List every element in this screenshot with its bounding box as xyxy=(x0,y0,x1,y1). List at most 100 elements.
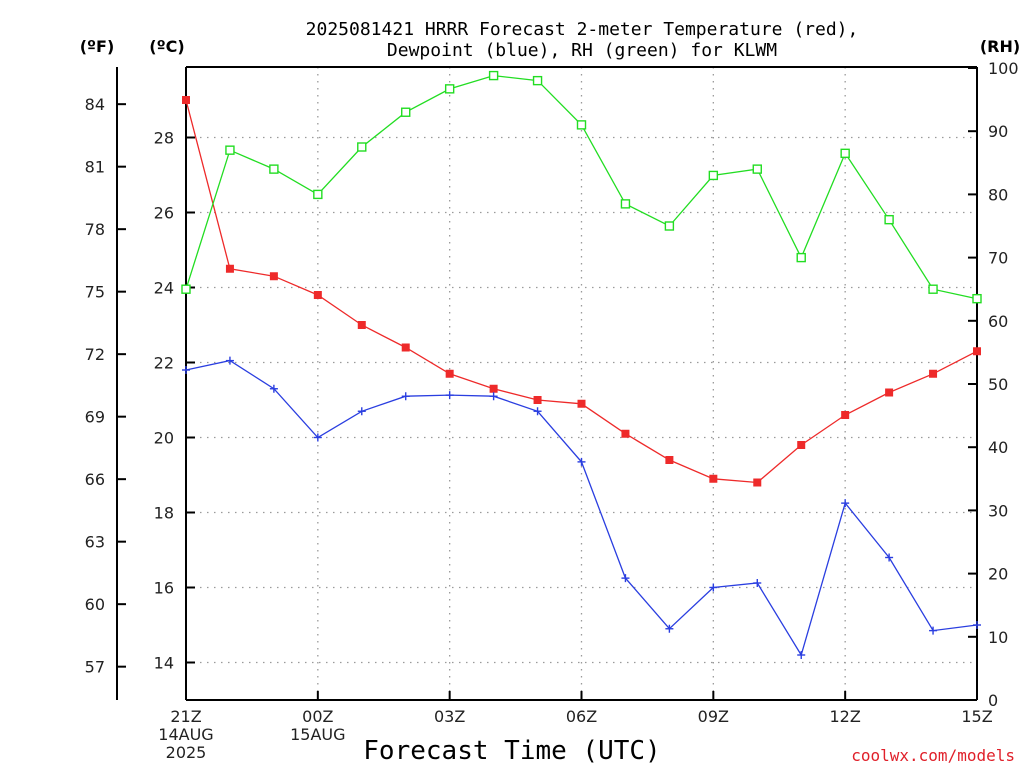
dewpoint-point xyxy=(269,384,278,393)
data-series xyxy=(181,70,982,659)
grid-lines xyxy=(186,67,977,700)
rh-unit-label: (RH) xyxy=(980,37,1020,56)
fahrenheit-tick-label: 78 xyxy=(85,220,105,239)
rh-point xyxy=(488,70,499,81)
fahrenheit-tick-label: 81 xyxy=(85,158,105,177)
fahrenheit-tick-label: 69 xyxy=(85,408,105,427)
rh-point xyxy=(269,164,279,174)
x-tick-label: 15AUG xyxy=(290,725,345,744)
temperature-point xyxy=(973,347,981,356)
temperature-point xyxy=(841,411,850,419)
dewpoint-point xyxy=(225,356,234,365)
celsius-tick-label: 14 xyxy=(154,654,174,673)
chart-title-line2: Dewpoint (blue), RH (green) for KLWM xyxy=(387,40,777,61)
temperature-point xyxy=(269,272,278,281)
rh-point xyxy=(401,107,411,117)
x-tick-label: 09Z xyxy=(698,707,729,726)
x-tick-label: 00Z xyxy=(302,707,333,726)
celsius-tick-label: 24 xyxy=(154,279,174,298)
fahrenheit-tick-label: 63 xyxy=(85,533,105,552)
temperature-point xyxy=(753,478,762,487)
temperature-point xyxy=(665,456,674,464)
temperature-point xyxy=(577,399,586,408)
chart-title-line1: 2025081421 HRRR Forecast 2-meter Tempera… xyxy=(306,19,859,40)
x-tick-label: 12Z xyxy=(830,707,861,726)
fahrenheit-tick-label: 84 xyxy=(85,95,105,114)
celsius-tick-label: 26 xyxy=(154,204,174,223)
celsius-tick-label: 18 xyxy=(154,504,174,523)
rh-point xyxy=(444,84,455,94)
x-tick-label: 06Z xyxy=(566,707,597,726)
fahrenheit-unit-label: (ºF) xyxy=(80,37,115,56)
rh-point xyxy=(181,284,191,294)
dewpoint-point xyxy=(929,626,938,635)
x-tick-label: 2025 xyxy=(166,743,207,762)
rh-point xyxy=(576,120,587,130)
axes: 14 16 18 20 22 24 26 28 57 60 63 66 69 72 75 78 81 84 0 10 2… xyxy=(85,59,1019,762)
rh-point xyxy=(708,170,719,181)
temperature-point xyxy=(225,264,234,273)
celsius-tick-label: 22 xyxy=(154,354,174,373)
dewpoint-point xyxy=(973,621,981,629)
rh-tick-label: 60 xyxy=(988,312,1008,331)
temperature-point xyxy=(182,96,190,104)
temperature-point xyxy=(929,369,938,378)
rh-point xyxy=(313,189,323,200)
dewpoint-point xyxy=(182,366,190,374)
temperature-point xyxy=(357,321,366,329)
fahrenheit-tick-label: 75 xyxy=(85,283,105,302)
dewpoint-point xyxy=(753,579,762,587)
x-axis-title: Forecast Time (UTC) xyxy=(363,736,660,766)
rh-point xyxy=(664,221,675,231)
fahrenheit-tick-label: 66 xyxy=(85,470,105,489)
dewpoint-point xyxy=(665,624,674,633)
source-credit: coolwx.com/models xyxy=(851,746,1015,765)
rh-tick-label: 50 xyxy=(988,375,1008,394)
rh-point xyxy=(357,142,367,152)
rh-tick-label: 30 xyxy=(988,501,1008,520)
dewpoint-point xyxy=(577,457,586,466)
temperature-point xyxy=(709,474,718,483)
rh-point xyxy=(620,199,631,209)
fahrenheit-tick-label: 72 xyxy=(85,345,105,364)
fahrenheit-tick-label: 57 xyxy=(85,658,105,677)
dewpoint-point xyxy=(709,583,718,592)
rh-tick-label: 80 xyxy=(988,185,1008,204)
dewpoint-point xyxy=(445,391,454,400)
x-tick-label: 15Z xyxy=(961,707,992,726)
rh-point xyxy=(928,284,938,294)
dewpoint-point xyxy=(357,407,366,416)
temperature-point xyxy=(401,343,410,352)
dewpoint-point xyxy=(313,433,322,442)
rh-tick-label: 20 xyxy=(988,565,1008,584)
fahrenheit-tick-label: 60 xyxy=(85,595,105,614)
rh-point xyxy=(972,293,982,304)
rh-point xyxy=(225,145,235,155)
x-tick-label: 21Z xyxy=(170,707,201,726)
dewpoint-point xyxy=(401,392,410,401)
temperature-point xyxy=(313,291,322,299)
celsius-tick-label: 28 xyxy=(154,129,174,148)
dewpoint-point xyxy=(797,651,806,659)
rh-point xyxy=(532,75,543,86)
rh-point xyxy=(752,164,762,174)
rh-tick-label: 70 xyxy=(988,249,1008,268)
celsius-unit-label: (ºC) xyxy=(149,37,184,56)
dewpoint-point xyxy=(621,574,630,583)
temperature-point xyxy=(797,441,806,449)
rh-tick-label: 100 xyxy=(988,59,1019,78)
rh-tick-label: 90 xyxy=(988,122,1008,141)
rh-tick-label: 10 xyxy=(988,628,1008,647)
temperature-point xyxy=(885,388,894,397)
celsius-tick-label: 20 xyxy=(154,429,174,448)
rh-point xyxy=(796,252,806,263)
temperature-point xyxy=(533,396,542,404)
temperature-point xyxy=(445,369,454,378)
dewpoint-point xyxy=(885,553,894,562)
rh-tick-label: 40 xyxy=(988,438,1008,457)
dewpoint-point xyxy=(489,392,498,401)
rh-tick-label: 0 xyxy=(988,691,998,710)
temperature-point xyxy=(489,384,498,393)
temperature-point xyxy=(621,429,630,438)
